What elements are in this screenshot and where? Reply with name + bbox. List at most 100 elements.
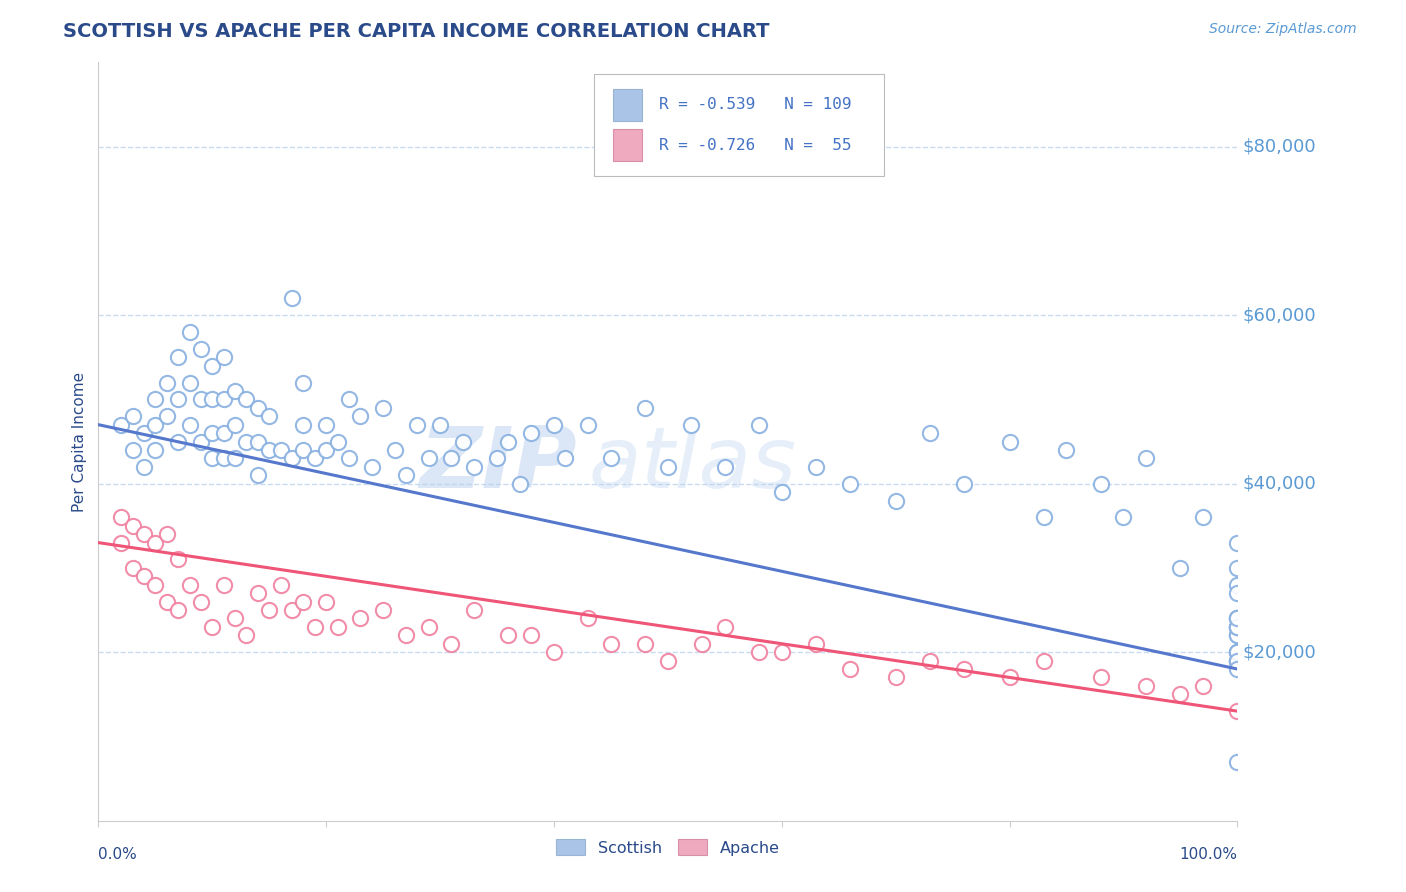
Point: [190, 594, 212, 608]
Point: [395, 628, 418, 642]
FancyBboxPatch shape: [613, 129, 641, 161]
Point: [748, 645, 770, 659]
Point: [395, 468, 418, 483]
Point: [509, 476, 531, 491]
Text: $80,000: $80,000: [1243, 137, 1316, 156]
Point: [246, 468, 269, 483]
Point: [690, 637, 713, 651]
Text: ZIP: ZIP: [419, 423, 576, 506]
Point: [1226, 645, 1249, 659]
Point: [326, 434, 349, 449]
Point: [132, 459, 155, 474]
Point: [520, 628, 543, 642]
Point: [167, 434, 190, 449]
Point: [212, 451, 235, 466]
Point: [714, 459, 737, 474]
Point: [1226, 654, 1249, 668]
Point: [281, 451, 304, 466]
Point: [179, 325, 201, 339]
Point: [179, 376, 201, 390]
Point: [371, 401, 394, 415]
Point: [349, 409, 371, 424]
Point: [167, 392, 190, 407]
Point: [292, 442, 315, 457]
Point: [190, 434, 212, 449]
Point: [1226, 586, 1249, 600]
Point: [418, 620, 440, 634]
Point: [1226, 611, 1249, 625]
Point: [132, 527, 155, 541]
Point: [1112, 510, 1135, 524]
Point: [281, 603, 304, 617]
Point: [156, 527, 179, 541]
Point: [337, 451, 360, 466]
Point: [657, 654, 679, 668]
Point: [1226, 535, 1249, 549]
Point: [748, 417, 770, 432]
Point: [304, 620, 326, 634]
Point: [1226, 578, 1249, 592]
Point: [201, 359, 224, 373]
Point: [235, 434, 257, 449]
Point: [1192, 510, 1215, 524]
Point: [1135, 679, 1157, 693]
Point: [998, 434, 1021, 449]
Point: [224, 384, 246, 398]
Point: [259, 409, 281, 424]
Point: [110, 535, 132, 549]
Point: [918, 426, 941, 441]
Point: [498, 628, 520, 642]
Point: [384, 442, 406, 457]
Point: [360, 459, 382, 474]
Point: [121, 561, 143, 575]
Text: atlas: atlas: [588, 423, 796, 506]
Point: [212, 351, 235, 365]
Point: [270, 442, 292, 457]
Point: [1226, 704, 1249, 718]
Point: [156, 594, 179, 608]
Point: [132, 426, 155, 441]
Point: [1226, 620, 1249, 634]
Point: [1226, 628, 1249, 642]
Point: [292, 417, 315, 432]
Point: [884, 670, 907, 684]
Point: [315, 594, 337, 608]
Point: [1226, 628, 1249, 642]
Point: [1135, 451, 1157, 466]
Point: [292, 594, 315, 608]
Point: [121, 409, 143, 424]
Point: [246, 586, 269, 600]
Point: [1090, 670, 1112, 684]
Point: [1032, 654, 1054, 668]
Point: [246, 434, 269, 449]
FancyBboxPatch shape: [613, 89, 641, 120]
Point: [1226, 620, 1249, 634]
Point: [145, 442, 167, 457]
Point: [1054, 442, 1078, 457]
Point: [634, 401, 657, 415]
Point: [235, 392, 257, 407]
Point: [167, 552, 190, 566]
Text: Source: ZipAtlas.com: Source: ZipAtlas.com: [1209, 22, 1357, 37]
Point: [451, 434, 474, 449]
Text: R = -0.726   N =  55: R = -0.726 N = 55: [659, 137, 851, 153]
Point: [634, 637, 657, 651]
Point: [576, 611, 599, 625]
Point: [543, 645, 565, 659]
Point: [110, 510, 132, 524]
Point: [121, 442, 143, 457]
Point: [212, 392, 235, 407]
Point: [224, 611, 246, 625]
Point: [212, 426, 235, 441]
Point: [1226, 645, 1249, 659]
Text: SCOTTISH VS APACHE PER CAPITA INCOME CORRELATION CHART: SCOTTISH VS APACHE PER CAPITA INCOME COR…: [63, 22, 769, 41]
Point: [292, 376, 315, 390]
Point: [839, 662, 862, 676]
Point: [953, 476, 976, 491]
Point: [998, 670, 1021, 684]
Text: 100.0%: 100.0%: [1180, 847, 1237, 863]
Point: [1226, 654, 1249, 668]
Point: [679, 417, 702, 432]
Point: [1032, 510, 1054, 524]
Point: [145, 392, 167, 407]
